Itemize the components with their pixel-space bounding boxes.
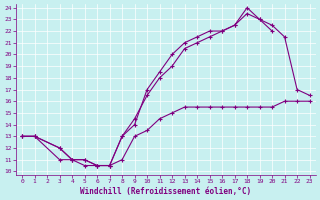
X-axis label: Windchill (Refroidissement éolien,°C): Windchill (Refroidissement éolien,°C) [80, 187, 252, 196]
